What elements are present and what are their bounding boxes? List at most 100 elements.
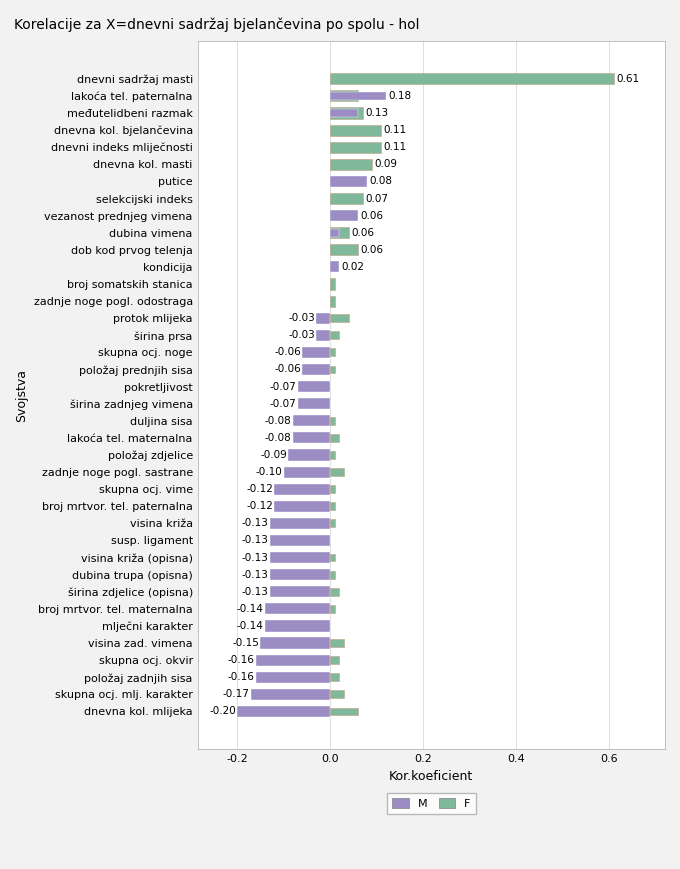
Y-axis label: Svojstva: Svojstva xyxy=(15,368,28,421)
Text: 0.11: 0.11 xyxy=(384,143,407,152)
Text: 0.07: 0.07 xyxy=(365,194,388,203)
Text: -0.14: -0.14 xyxy=(237,621,264,631)
Bar xyxy=(293,415,330,427)
Bar xyxy=(275,484,330,494)
Bar xyxy=(265,603,330,614)
Bar xyxy=(330,673,339,681)
Text: 0.13: 0.13 xyxy=(365,108,388,118)
Bar xyxy=(330,587,339,595)
Text: 0.61: 0.61 xyxy=(616,74,639,83)
Text: -0.13: -0.13 xyxy=(241,553,269,562)
Bar xyxy=(293,432,330,443)
Bar xyxy=(330,656,339,664)
Bar xyxy=(330,262,339,273)
Text: -0.06: -0.06 xyxy=(274,348,301,357)
Bar xyxy=(270,535,330,546)
Text: -0.13: -0.13 xyxy=(241,570,269,580)
Bar xyxy=(330,640,344,647)
Bar xyxy=(330,451,335,459)
Bar xyxy=(330,571,335,579)
Text: -0.07: -0.07 xyxy=(269,381,296,392)
Bar xyxy=(316,313,330,324)
Text: -0.12: -0.12 xyxy=(246,484,273,494)
Bar xyxy=(330,244,358,255)
Bar xyxy=(330,417,335,425)
Text: 0.06: 0.06 xyxy=(360,245,384,255)
Bar xyxy=(330,331,339,339)
Text: 0.06: 0.06 xyxy=(360,210,384,221)
Bar xyxy=(330,108,362,118)
Bar xyxy=(330,468,344,476)
Bar xyxy=(298,398,330,409)
X-axis label: Kor.koeficient: Kor.koeficient xyxy=(389,770,473,783)
Bar xyxy=(303,364,330,375)
Text: 0.09: 0.09 xyxy=(375,159,397,169)
Text: -0.13: -0.13 xyxy=(241,519,269,528)
Bar xyxy=(330,193,362,204)
Bar xyxy=(330,92,386,100)
Bar xyxy=(330,124,381,136)
Bar xyxy=(330,210,358,221)
Bar xyxy=(303,347,330,358)
Text: 0.11: 0.11 xyxy=(384,125,407,135)
Text: -0.17: -0.17 xyxy=(223,689,250,700)
Bar xyxy=(330,159,372,169)
Bar xyxy=(270,587,330,597)
Text: -0.20: -0.20 xyxy=(209,706,236,716)
Bar xyxy=(330,605,335,613)
Text: 0.06: 0.06 xyxy=(351,228,374,238)
Legend: M, F: M, F xyxy=(387,793,476,814)
Bar xyxy=(330,229,339,236)
Bar xyxy=(330,295,335,307)
Bar xyxy=(330,176,367,187)
Bar xyxy=(330,142,381,153)
Text: -0.03: -0.03 xyxy=(288,330,315,341)
Text: -0.08: -0.08 xyxy=(265,415,292,426)
Bar xyxy=(251,689,330,700)
Bar xyxy=(260,638,330,648)
Bar xyxy=(330,520,335,527)
Text: -0.10: -0.10 xyxy=(256,467,282,477)
Bar xyxy=(270,569,330,580)
Bar xyxy=(330,485,335,493)
Bar xyxy=(330,502,335,510)
Bar xyxy=(330,434,339,441)
Bar xyxy=(237,706,330,717)
Text: -0.14: -0.14 xyxy=(237,604,264,614)
Text: -0.16: -0.16 xyxy=(228,655,254,665)
Bar xyxy=(270,552,330,563)
Bar xyxy=(330,554,335,561)
Text: Korelacije za X=dnevni sadržaj bjelančevina po spolu - hol: Korelacije za X=dnevni sadržaj bjelančev… xyxy=(14,17,419,32)
Bar xyxy=(330,227,349,238)
Bar xyxy=(316,329,330,341)
Text: -0.06: -0.06 xyxy=(274,364,301,375)
Bar xyxy=(265,620,330,632)
Bar xyxy=(298,381,330,392)
Bar xyxy=(330,348,335,356)
Text: -0.15: -0.15 xyxy=(232,638,259,648)
Text: 0.18: 0.18 xyxy=(388,91,411,101)
Text: -0.09: -0.09 xyxy=(260,450,287,460)
Bar xyxy=(284,467,330,478)
Bar xyxy=(270,518,330,529)
Bar xyxy=(330,73,614,84)
Bar xyxy=(256,654,330,666)
Bar xyxy=(330,366,335,374)
Text: -0.16: -0.16 xyxy=(228,673,254,682)
Bar xyxy=(275,501,330,512)
Text: -0.12: -0.12 xyxy=(246,501,273,511)
Bar xyxy=(330,707,358,715)
Bar xyxy=(288,449,330,461)
Bar xyxy=(330,278,335,289)
Text: -0.13: -0.13 xyxy=(241,587,269,597)
Bar xyxy=(330,90,358,102)
Text: -0.03: -0.03 xyxy=(288,313,315,323)
Bar xyxy=(330,691,344,698)
Bar xyxy=(330,109,358,117)
Text: 0.08: 0.08 xyxy=(370,176,393,187)
Text: -0.07: -0.07 xyxy=(269,399,296,408)
Bar xyxy=(256,672,330,683)
Text: -0.13: -0.13 xyxy=(241,535,269,546)
Bar xyxy=(330,315,349,322)
Text: -0.08: -0.08 xyxy=(265,433,292,443)
